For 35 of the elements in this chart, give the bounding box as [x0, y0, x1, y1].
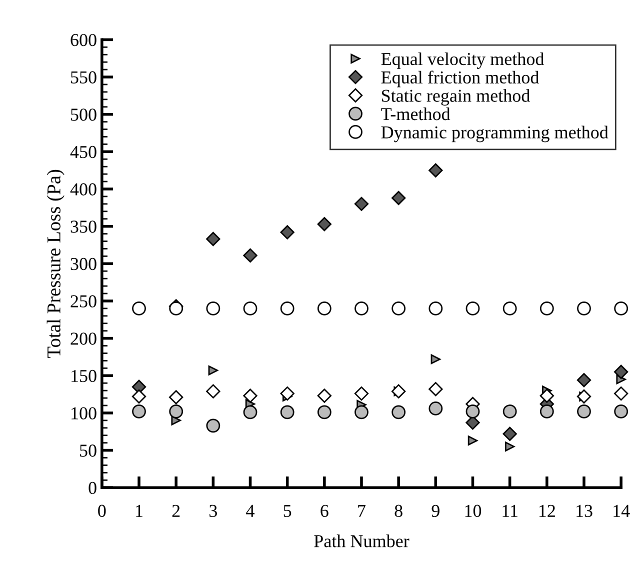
- x-tick-label: 5: [284, 504, 292, 517]
- x-tick-label: 4: [246, 504, 254, 517]
- x-tick-label: 0: [98, 504, 106, 517]
- y-tick-label: 200: [70, 332, 96, 345]
- x-tick-label: 12: [539, 504, 555, 517]
- x-tick-label: 2: [172, 504, 180, 517]
- y-tick-label: 0: [88, 482, 96, 494]
- y-tick-label: 50: [80, 444, 96, 457]
- x-tick-label: 9: [432, 504, 440, 517]
- x-tick-label: 7: [358, 504, 366, 517]
- legend-label: Dynamic programming method: [381, 126, 608, 142]
- x-tick-label: 13: [576, 504, 592, 517]
- y-axis-title: Total Pressure Loss (Pa): [46, 170, 64, 358]
- x-axis-title: Path Number: [314, 534, 410, 548]
- y-tick-label: 300: [70, 258, 96, 270]
- y-tick-label: 550: [71, 71, 96, 84]
- x-tick-label: 8: [394, 504, 402, 517]
- x-tick-label: 1: [136, 504, 142, 517]
- x-tick-label: 14: [614, 504, 630, 517]
- y-tick-label: 600: [70, 34, 96, 46]
- legend-label: Equal friction method: [381, 70, 540, 88]
- legend-label: T-method: [381, 107, 450, 120]
- y-tick-label: 150: [72, 370, 96, 382]
- legend-label: Static regain method: [382, 89, 530, 106]
- y-tick-label: 350: [70, 220, 96, 233]
- x-tick-label: 10: [465, 504, 482, 517]
- y-tick-label: 100: [72, 407, 96, 420]
- legend-label: Equal velocity method: [381, 52, 544, 69]
- x-tick-label: 6: [320, 504, 328, 517]
- x-tick-label: 11: [502, 504, 518, 517]
- y-tick-label: 500: [71, 108, 96, 121]
- y-tick-label: 450: [70, 146, 96, 158]
- y-tick-label: 250: [70, 295, 96, 308]
- x-tick-label: 3: [210, 504, 217, 517]
- y-tick-label: 400: [70, 183, 96, 196]
